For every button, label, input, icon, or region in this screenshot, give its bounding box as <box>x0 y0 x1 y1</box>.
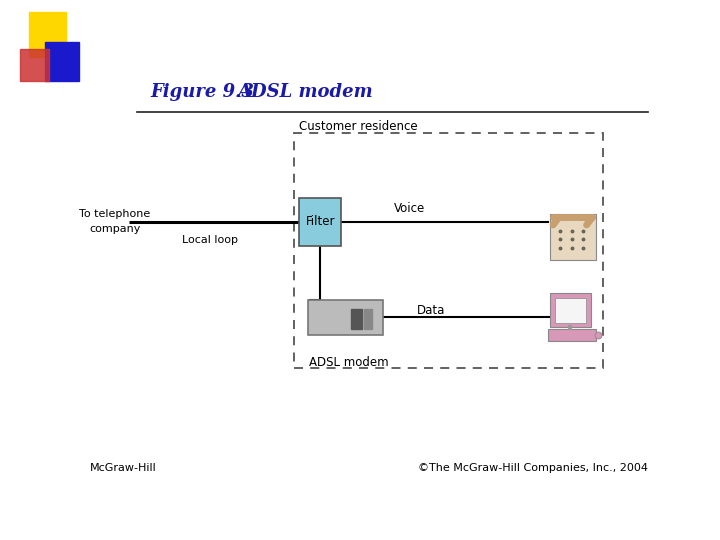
Bar <box>555 299 586 323</box>
Text: McGraw-Hill: McGraw-Hill <box>90 463 157 473</box>
Bar <box>550 294 590 327</box>
Bar <box>364 309 372 329</box>
Text: Filter: Filter <box>305 215 335 228</box>
Text: Local loop: Local loop <box>182 235 238 245</box>
Bar <box>548 329 595 341</box>
Text: ADSL modem: ADSL modem <box>238 83 374 101</box>
Bar <box>300 198 341 246</box>
Bar <box>307 300 383 335</box>
Text: To telephone: To telephone <box>79 210 150 219</box>
Text: Figure 9.3: Figure 9.3 <box>150 83 254 101</box>
Text: Data: Data <box>416 303 445 316</box>
Text: ADSL modem: ADSL modem <box>309 356 388 369</box>
Text: company: company <box>89 224 141 234</box>
Bar <box>351 309 362 329</box>
Text: ©The McGraw-Hill Companies, Inc., 2004: ©The McGraw-Hill Companies, Inc., 2004 <box>418 463 648 473</box>
Text: Voice: Voice <box>394 202 426 215</box>
Bar <box>550 214 596 260</box>
Bar <box>294 133 603 368</box>
Text: Customer residence: Customer residence <box>300 120 418 133</box>
